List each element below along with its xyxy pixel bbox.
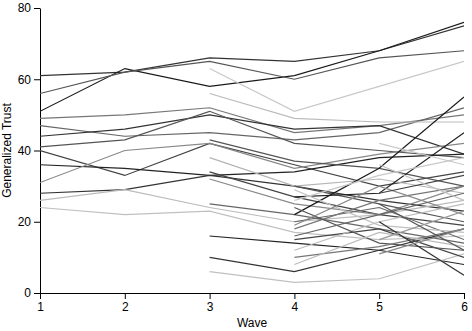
series-line bbox=[210, 61, 464, 111]
x-tick-label: 6 bbox=[461, 300, 468, 314]
y-tick-mark bbox=[34, 222, 40, 223]
series-line bbox=[40, 108, 464, 140]
x-tick: 6 bbox=[461, 293, 468, 314]
series-line bbox=[210, 172, 464, 225]
series-line bbox=[379, 204, 464, 250]
x-tick-label: 3 bbox=[207, 300, 214, 314]
y-tick: 60 bbox=[18, 73, 40, 87]
y-tick-mark bbox=[34, 293, 40, 294]
x-tick: 1 bbox=[37, 293, 44, 314]
x-tick: 3 bbox=[207, 293, 214, 314]
y-tick-label: 20 bbox=[18, 215, 32, 229]
x-tick: 4 bbox=[292, 293, 299, 314]
y-tick: 0 bbox=[24, 286, 40, 300]
x-tick: 2 bbox=[122, 293, 129, 314]
y-axis: 0 20 40 60 80 bbox=[18, 1, 41, 300]
series-line bbox=[294, 204, 464, 250]
x-tick-mark bbox=[294, 293, 295, 299]
x-tick-label: 2 bbox=[122, 300, 129, 314]
series-line bbox=[40, 51, 464, 94]
series-line bbox=[40, 143, 464, 182]
x-tick-label: 1 bbox=[37, 300, 44, 314]
series-line bbox=[294, 193, 464, 236]
x-axis: 1 2 3 4 5 6 bbox=[37, 293, 468, 314]
y-tick-label: 80 bbox=[18, 1, 32, 15]
x-tick-label: 5 bbox=[376, 300, 383, 314]
series-line bbox=[210, 254, 464, 282]
y-tick: 80 bbox=[18, 1, 40, 15]
series-line bbox=[294, 190, 464, 233]
x-tick-mark bbox=[210, 293, 211, 299]
x-tick-mark bbox=[464, 293, 465, 299]
series-line bbox=[40, 26, 464, 76]
series-line bbox=[210, 94, 464, 123]
y-tick-label: 60 bbox=[18, 73, 32, 87]
lines bbox=[40, 22, 464, 282]
series-line bbox=[40, 108, 464, 133]
y-tick-mark bbox=[34, 151, 40, 152]
x-axis-line bbox=[41, 293, 465, 294]
series-line bbox=[379, 143, 464, 164]
chart: 123456020406080WaveGeneralized Trust bbox=[0, 0, 472, 331]
series-line bbox=[379, 175, 464, 193]
x-tick-mark bbox=[40, 293, 41, 299]
plot: 123456020406080 bbox=[18, 1, 469, 313]
x-tick-label: 4 bbox=[292, 300, 299, 314]
y-tick: 20 bbox=[18, 215, 40, 229]
y-tick: 40 bbox=[18, 144, 40, 158]
series-line bbox=[379, 229, 464, 254]
y-tick-mark bbox=[34, 79, 40, 80]
y-tick-label: 0 bbox=[24, 286, 31, 300]
series-line bbox=[379, 165, 464, 201]
series-line bbox=[210, 140, 464, 186]
y-tick-label: 40 bbox=[18, 144, 32, 158]
x-tick-mark bbox=[125, 293, 126, 299]
series-line bbox=[379, 222, 464, 275]
y-axis-title: Generalized Trust bbox=[0, 102, 14, 197]
x-tick-mark bbox=[379, 293, 380, 299]
x-axis-title: Wave bbox=[237, 316, 268, 330]
y-tick-mark bbox=[34, 8, 40, 9]
series-line bbox=[294, 186, 464, 222]
series-line bbox=[379, 211, 464, 240]
series-line bbox=[294, 97, 464, 215]
series-line bbox=[294, 229, 464, 258]
series-line bbox=[40, 22, 464, 111]
x-tick: 5 bbox=[376, 293, 383, 314]
series-line bbox=[294, 158, 464, 201]
